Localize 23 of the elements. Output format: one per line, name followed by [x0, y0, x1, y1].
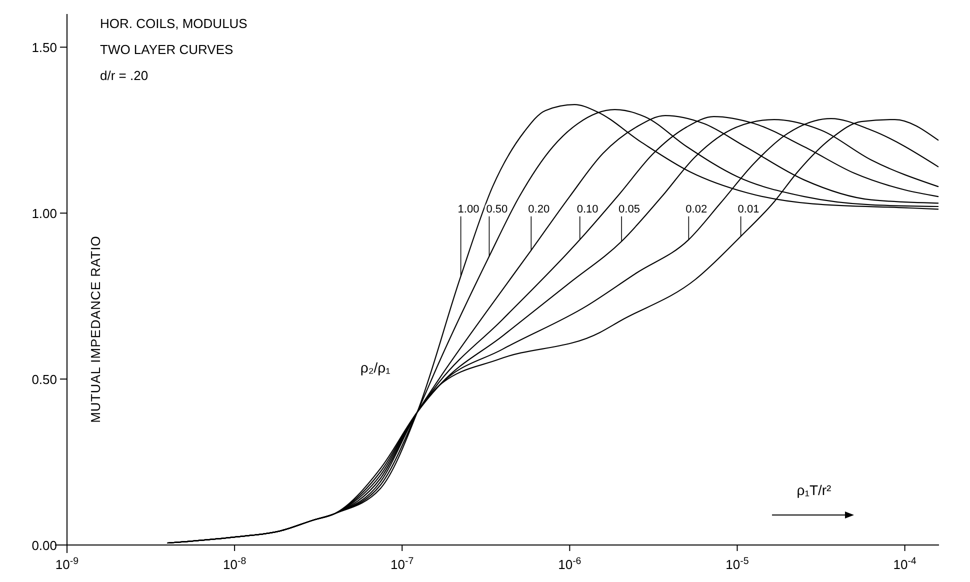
y-tick-label: 1.50 [32, 40, 57, 56]
annotation: 0.10 [576, 203, 598, 216]
y-tick-label: 1.00 [32, 206, 57, 222]
x-tick-label: 10$^{-6}$ [558, 556, 582, 572]
y-tick-label: 0.00 [32, 538, 57, 553]
chart-title: HOR. COILS, MODULUS [100, 16, 248, 31]
annotation: 0.20 [528, 203, 550, 216]
y-tick-label: 0.50 [32, 372, 57, 388]
annotation: 0.01 [738, 203, 760, 216]
x-axis-title: ρ₁T/r² [796, 482, 832, 498]
y-axis-title: MUTUAL IMPEDANCE RATIO [88, 236, 103, 423]
annotation: 1.00 [458, 203, 480, 216]
x-tick-label: 10$^{-4}$ [893, 556, 917, 572]
text: TWO LAYER CURVES [100, 42, 234, 57]
x-tick-label: 10$^{-7}$ [390, 556, 414, 572]
x-tick-label: 10$^{-5}$ [726, 556, 750, 572]
x-tick-label: 10$^{-8}$ [222, 556, 246, 572]
legend-title: ρ₂/ρ₁ [360, 359, 391, 376]
x-tick-label: 10$^{-9}$ [55, 556, 79, 572]
annotation: d/r = .20 [100, 68, 148, 83]
annotation: 0.50 [486, 203, 508, 216]
annotation: 0.02 [686, 203, 708, 216]
annotation: 0.05 [618, 203, 640, 216]
